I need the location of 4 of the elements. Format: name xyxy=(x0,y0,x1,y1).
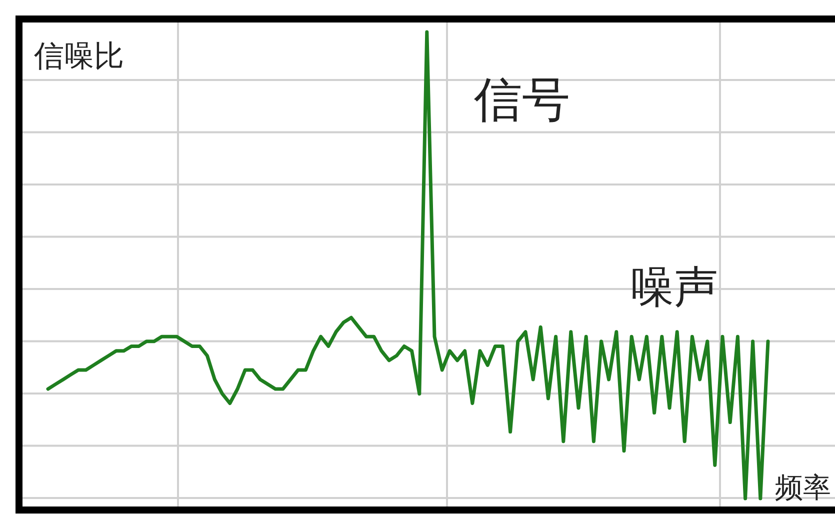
annotation: 信号 xyxy=(474,72,570,128)
annotation: 噪声 xyxy=(630,262,718,313)
ylabel: 信噪比 xyxy=(34,39,124,74)
xlabel: 频率 xyxy=(775,471,831,504)
